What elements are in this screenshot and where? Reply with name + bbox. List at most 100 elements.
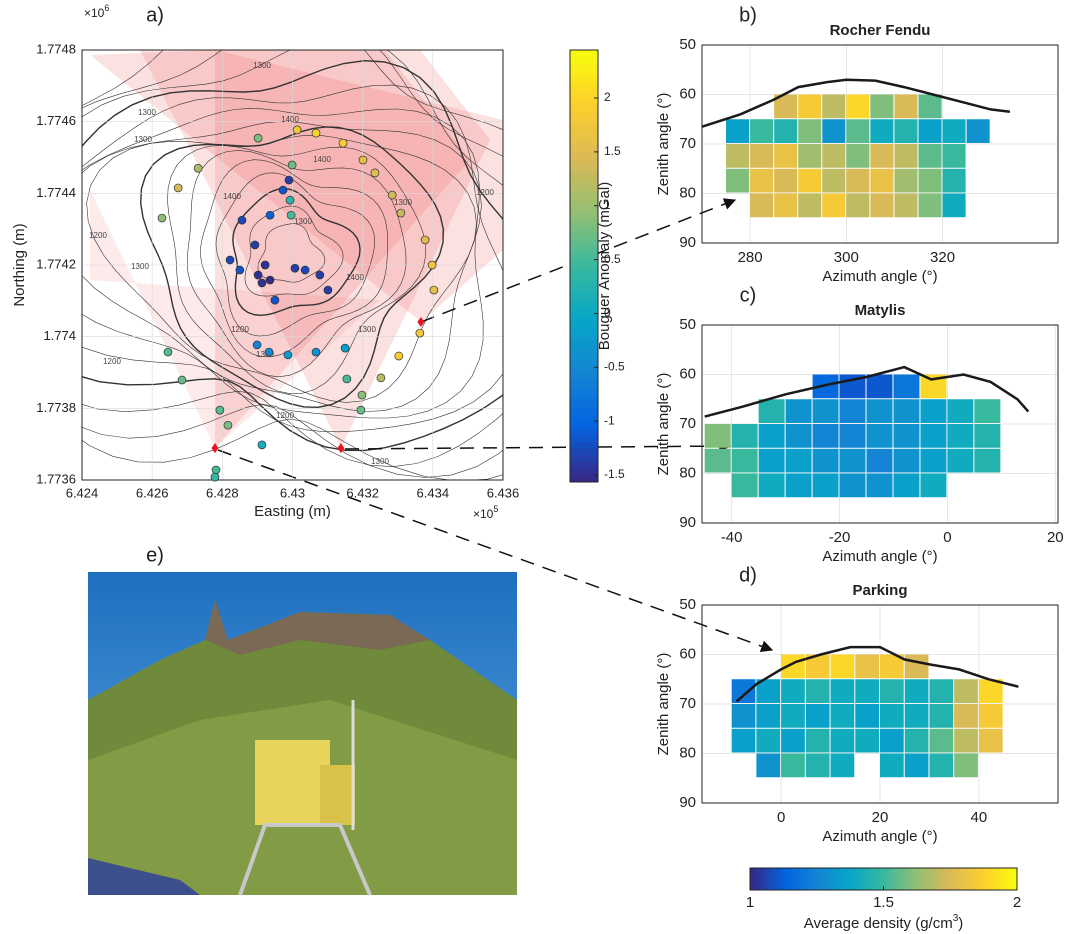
colorbar-swatch xyxy=(570,347,598,355)
y-tick-label: 1.7746 xyxy=(36,113,76,128)
gravity-station xyxy=(253,270,263,280)
density-cell xyxy=(750,193,774,218)
x-axis-label: Azimuth angle (°) xyxy=(822,268,937,285)
view-cone xyxy=(215,50,470,448)
colorbar-swatch xyxy=(866,868,872,890)
colorbar-swatch xyxy=(570,97,598,105)
colorbar-swatch xyxy=(908,868,914,890)
colorbar-swatch xyxy=(762,868,768,890)
contour xyxy=(82,84,503,433)
density-cell xyxy=(798,119,822,143)
density-cell xyxy=(846,168,870,193)
contour-label: 1300 xyxy=(134,135,152,144)
density-cell xyxy=(758,424,785,448)
density-cell xyxy=(866,399,893,423)
gravity-station xyxy=(370,168,380,178)
density-cell xyxy=(785,424,812,448)
colorbar-swatch xyxy=(900,868,905,890)
density-cell xyxy=(750,119,774,143)
density-cell xyxy=(846,144,870,168)
density-cell xyxy=(830,654,855,679)
colorbar-swatch xyxy=(570,468,598,476)
density-cell xyxy=(954,753,978,778)
density-cell xyxy=(812,424,839,448)
density-cell xyxy=(855,704,879,728)
exponent-power: 5 xyxy=(493,504,498,514)
contour-label: 1400 xyxy=(313,155,331,164)
colorbar-swatch xyxy=(950,868,955,890)
gravity-station xyxy=(285,195,295,205)
contour-label: 1300 xyxy=(394,198,412,207)
colorbar-tick-label: 1 xyxy=(604,198,611,212)
density-cell xyxy=(774,193,798,218)
gravity-station xyxy=(157,213,167,223)
gravity-station xyxy=(265,210,275,220)
y-tick-label: 90 xyxy=(679,234,696,251)
density-cell xyxy=(781,753,805,778)
y-tick-label: 80 xyxy=(679,184,696,201)
gravity-station xyxy=(177,375,187,385)
density-cell xyxy=(781,728,805,753)
gravity-station xyxy=(237,215,247,225)
colorbar-swatch xyxy=(570,70,598,78)
colorbar-label: Average density (g/cm3) xyxy=(804,913,964,932)
density-cell xyxy=(929,679,954,703)
x-tick-label: 6.424 xyxy=(66,485,99,500)
y-tick-label: 90 xyxy=(679,514,696,531)
contour-label: 1200 xyxy=(276,411,294,420)
density-cell xyxy=(758,399,785,423)
plot-frame xyxy=(81,49,504,481)
view-cone xyxy=(90,190,380,448)
colorbar-swatch xyxy=(570,279,598,287)
plot-frame xyxy=(701,44,1059,244)
colorbar-swatch xyxy=(870,868,876,890)
density-cell xyxy=(756,679,781,703)
gravity-station xyxy=(193,163,203,173)
colorbar-swatch xyxy=(808,868,814,890)
x-tick-label: 0 xyxy=(943,529,951,546)
contour-label: 1200 xyxy=(103,357,121,366)
colorbar-swatch xyxy=(570,367,598,375)
gravity-station xyxy=(252,340,262,350)
colorbar-swatch xyxy=(820,868,826,890)
density-cell xyxy=(731,448,758,473)
colorbar-swatch xyxy=(570,340,598,348)
gravity-station xyxy=(163,347,173,357)
colorbar-tick-label: 1.5 xyxy=(604,144,621,158)
panel-title: Rocher Fendu xyxy=(830,22,931,39)
colorbar-swatch xyxy=(825,868,830,890)
colorbar-swatch xyxy=(570,266,598,274)
density-cell xyxy=(805,654,830,679)
density-cell xyxy=(798,193,822,218)
panel-label: c) xyxy=(740,284,757,306)
density-cell xyxy=(839,399,866,423)
gravity-station xyxy=(287,160,297,170)
contour-label: 1300 xyxy=(253,61,271,70)
colorbar-tick-label: 0 xyxy=(604,306,611,320)
x-tick-label: -40 xyxy=(721,529,743,546)
colorbar-swatch xyxy=(879,868,884,890)
colorbar-tick-label: 1 xyxy=(746,894,754,911)
gravity-station xyxy=(215,405,225,415)
colorbar-swatch xyxy=(833,868,839,890)
colorbar-swatch xyxy=(570,171,598,179)
colorbar-swatch xyxy=(570,434,598,442)
photo-telescope xyxy=(320,765,355,825)
colorbar-tick-label: -1 xyxy=(604,413,615,427)
gravity-station xyxy=(340,343,350,353)
colorbar-swatch xyxy=(570,77,598,85)
colorbar-swatch xyxy=(770,868,776,890)
topography-profile xyxy=(701,78,1011,128)
gravity-station xyxy=(356,405,366,415)
density-cell xyxy=(822,119,846,143)
density-cell xyxy=(846,94,870,119)
density-cell xyxy=(866,448,893,473)
colorbar-swatch xyxy=(570,218,598,226)
y-axis-label: Zenith angle (°) xyxy=(655,373,672,476)
density-cell xyxy=(942,144,966,168)
photo-solar-panel xyxy=(88,858,200,895)
density-cell xyxy=(929,728,954,753)
density-cell xyxy=(894,94,918,119)
panel-label: e) xyxy=(146,544,164,566)
density-cell xyxy=(954,704,978,728)
